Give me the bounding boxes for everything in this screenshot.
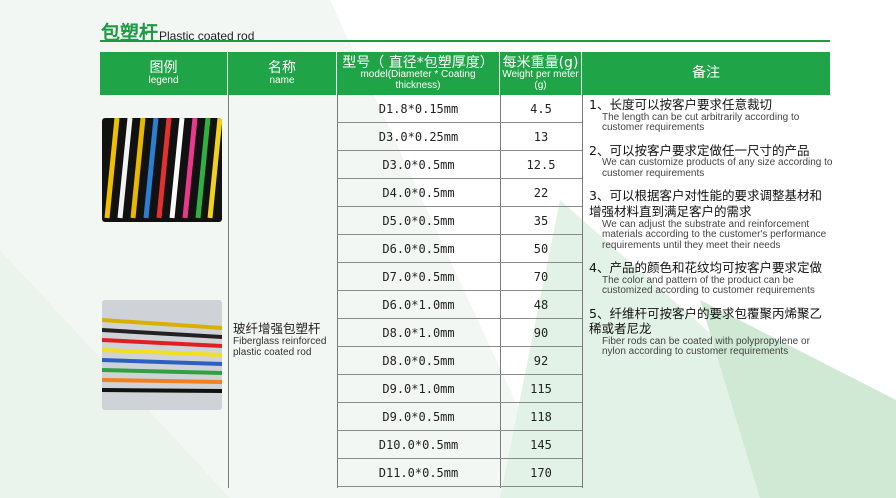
table-row: D3.0*0.25mm 13 <box>337 123 582 151</box>
table-row: D6.0*1.0mm 48 <box>337 291 582 319</box>
divider <box>337 95 338 488</box>
table-row: D1.8*0.15mm 4.5 <box>337 95 582 123</box>
model-cell: D11.0*0.5mm <box>378 466 459 480</box>
weight-cell: 170 <box>530 466 552 480</box>
note-item: 5、纤维杆可按客户的要求包覆聚丙烯聚乙稀或者尼龙 Fiber rods can b… <box>589 305 822 358</box>
weight-cell: 13 <box>533 130 549 144</box>
divider <box>228 95 229 488</box>
weight-cell: 70 <box>533 270 549 284</box>
weight-cell: 35 <box>533 214 549 228</box>
model-cell: D3.0*0.5mm <box>382 158 455 172</box>
model-cell: D10.0*0.5mm <box>378 438 459 452</box>
header-weight: 每米重量(g) Weight per meter (g) <box>500 52 582 95</box>
table-row: D3.0*0.5mm 12.5 <box>337 151 582 179</box>
note-item: 4、产品的颜色和花纹均可按客户要求定做 The color and pattern… <box>589 260 822 297</box>
weight-cell: 118 <box>530 410 552 424</box>
divider <box>500 95 501 488</box>
model-cell: D4.0*0.5mm <box>382 186 455 200</box>
note-item: 2、可以按客户要求定做任一尺寸的产品 We can customize produ… <box>589 142 833 179</box>
weight-cell: 4.5 <box>530 102 552 116</box>
weight-cell: 12.5 <box>526 158 556 172</box>
product-name: 玻纤增强包塑杆 Fiberglass reinforced plastic co… <box>233 321 327 358</box>
table-row: D10.0*0.5mm 145 <box>337 431 582 459</box>
model-cell: D8.0*0.5mm <box>382 354 455 368</box>
table-header: 图例 legend 名称 name 型号（ 直径*包塑厚度） model(Diamet… <box>100 52 830 95</box>
weight-cell: 115 <box>530 382 552 396</box>
title-en: Plastic coated rod <box>159 29 255 43</box>
product-image-striped-rods <box>102 300 222 410</box>
divider <box>582 95 583 488</box>
table-row: D11.0*0.5mm 170 <box>337 459 582 487</box>
header-model: 型号（ 直径*包塑厚度） model(Diameter * Coating thi… <box>337 52 500 95</box>
model-cell: D1.8*0.15mm <box>378 102 459 116</box>
model-cell: D7.0*0.5mm <box>382 270 455 284</box>
table-row: D9.0*0.5mm 118 <box>337 403 582 431</box>
title-zh: 包塑杆 <box>101 22 159 44</box>
model-cell: D9.0*0.5mm <box>382 410 455 424</box>
weight-cell: 22 <box>533 186 549 200</box>
header-legend: 图例 legend <box>100 52 228 95</box>
table-row: D5.0*0.5mm 35 <box>337 207 582 235</box>
table-row: D7.0*0.5mm 70 <box>337 263 582 291</box>
table-row: D4.0*0.5mm 22 <box>337 179 582 207</box>
table-row: D8.0*1.0mm 90 <box>337 319 582 347</box>
model-cell: D9.0*1.0mm <box>382 382 455 396</box>
table-row: D9.0*1.0mm 115 <box>337 375 582 403</box>
header-name: 名称 name <box>228 52 337 95</box>
model-cell: D8.0*1.0mm <box>382 326 455 340</box>
weight-cell: 145 <box>530 438 552 452</box>
page-title: 包塑杆 Plastic coated rod <box>101 18 254 45</box>
weight-cell: 48 <box>533 298 549 312</box>
note-item: 1、长度可以按客户要求任意裁切 The length can be cut arb… <box>589 97 800 134</box>
title-underline <box>100 40 830 42</box>
model-cell: D6.0*1.0mm <box>382 298 455 312</box>
header-notes: 备注 <box>692 65 720 82</box>
weight-cell: 90 <box>533 326 549 340</box>
table-row: D8.0*0.5mm 92 <box>337 347 582 375</box>
note-item: 3、可以根据客户对性能的要求调整基材和增强材料直到满足客户的需求 We can a… <box>589 188 827 251</box>
table-row: D6.0*0.5mm 50 <box>337 235 582 263</box>
weight-cell: 50 <box>533 242 549 256</box>
product-image-colored-rods <box>102 118 222 222</box>
model-cell: D6.0*0.5mm <box>382 242 455 256</box>
model-cell: D3.0*0.25mm <box>378 130 459 144</box>
notes-column: 1、长度可以按客户要求任意裁切 The length can be cut arb… <box>589 97 834 367</box>
model-cell: D5.0*0.5mm <box>382 214 455 228</box>
weight-cell: 92 <box>533 354 549 368</box>
